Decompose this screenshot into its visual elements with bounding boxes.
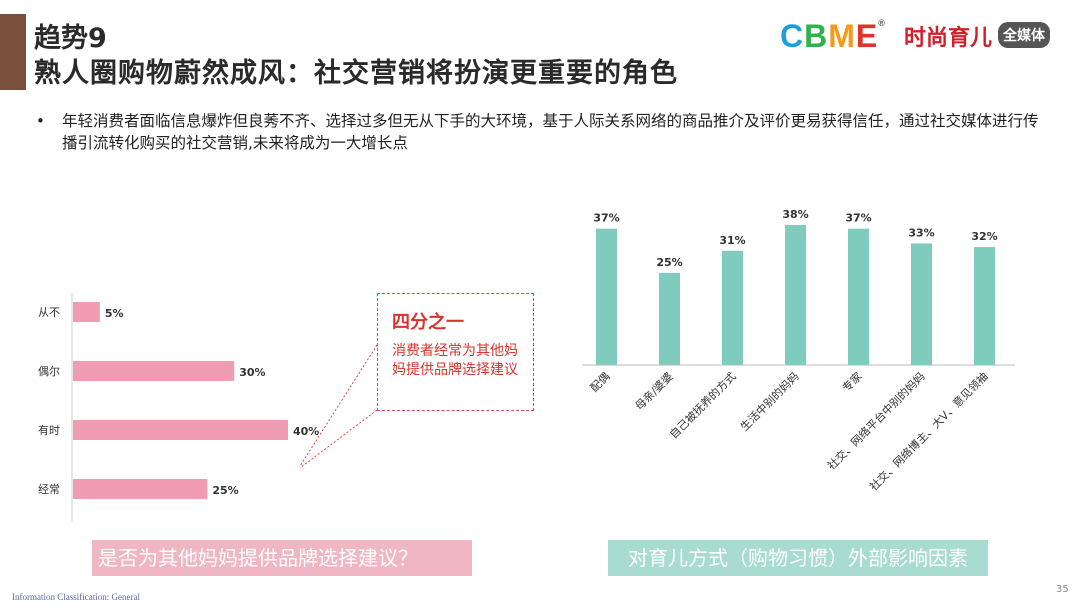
callout-title: 四分之一	[392, 312, 464, 333]
cbme-letter-b: B	[804, 18, 829, 54]
quarter-callout-box: 四分之一 消费者经常为其他妈妈提供品牌选择建议	[377, 293, 534, 411]
slide-title-trend: 趋势9	[34, 23, 107, 54]
h-bar-3	[73, 479, 208, 499]
v-bar-1	[659, 272, 680, 365]
h-category-label-0: 从不	[38, 306, 60, 319]
v-category-label-1: 母亲/婆婆	[632, 369, 676, 413]
v-value-label-3: 38%	[782, 208, 808, 221]
cbme-logo: CBME®	[780, 18, 886, 55]
slide-title-main: 熟人圈购物蔚然成风：社交营销将扮演更重要的角色	[34, 58, 678, 89]
h-value-label-1: 30%	[239, 366, 265, 379]
v-category-label-0: 配偶	[588, 370, 613, 395]
frequency-bar-chart: 从不 5% 偶尔 30% 有时 40% 经常 25%	[38, 293, 319, 521]
v-bar-3	[785, 225, 806, 365]
h-bar-0	[73, 302, 100, 322]
v-value-label-0: 37%	[593, 212, 619, 225]
v-category-label-3: 生活中别的妈妈	[737, 369, 801, 433]
h-category-label-2: 有时	[38, 423, 60, 437]
cbme-letter-m: M	[828, 18, 856, 54]
left-chart-caption: 是否为其他妈妈提供品牌选择建议？	[92, 540, 472, 576]
v-category-label-6: 社交、网络博主、大V、意见领袖	[867, 369, 991, 493]
h-category-label-1: 偶尔	[38, 365, 60, 378]
callout-pointer-line-1	[299, 344, 378, 467]
h-bar-1	[73, 361, 235, 381]
h-category-label-3: 经常	[38, 483, 60, 496]
influence-bar-chart: 37% 配偶 25% 母亲/婆婆 31% 自己被抚养的方式 38% 生活中别的妈妈 37% 专家 3…	[582, 208, 1015, 493]
registered-mark: ®	[878, 18, 886, 28]
v-value-label-4: 37%	[845, 212, 871, 225]
v-category-label-2: 自己被抚养的方式	[666, 369, 738, 441]
right-chart-caption: 对育儿方式（购物习惯）外部影响因素	[608, 540, 988, 576]
fashion-parenting-logo: 时尚育儿	[904, 26, 993, 51]
v-category-label-4: 专家	[839, 369, 864, 394]
v-value-label-5: 33%	[908, 226, 934, 239]
h-value-label-3: 25%	[212, 484, 238, 497]
callout-text: 消费者经常为其他妈妈提供品牌选择建议	[392, 343, 518, 378]
title-accent-bar	[0, 14, 26, 90]
h-value-label-2: 40%	[293, 425, 319, 438]
bullet-point: •	[36, 112, 45, 130]
v-value-label-6: 32%	[971, 230, 997, 243]
information-classification: Information Classification: General	[12, 592, 140, 602]
page-number: 35	[1056, 584, 1069, 595]
v-bar-0	[596, 228, 617, 365]
h-bar-2	[73, 420, 288, 440]
h-value-label-0: 5%	[105, 307, 124, 320]
v-bar-5	[911, 243, 932, 365]
all-media-badge: 全媒体	[998, 22, 1050, 48]
v-bar-4	[848, 228, 869, 365]
body-paragraph: 年轻消费者面临信息爆炸但良莠不齐、选择过多但无从下手的大环境，基于人际关系网络的…	[62, 112, 1039, 152]
callout-pointer-line-2	[299, 409, 378, 469]
cbme-letter-e: E	[855, 18, 879, 54]
cbme-letter-c: C	[780, 18, 805, 54]
v-bar-6	[974, 247, 995, 365]
v-value-label-2: 31%	[719, 234, 745, 247]
v-bar-2	[722, 250, 743, 365]
v-value-label-1: 25%	[656, 256, 682, 269]
